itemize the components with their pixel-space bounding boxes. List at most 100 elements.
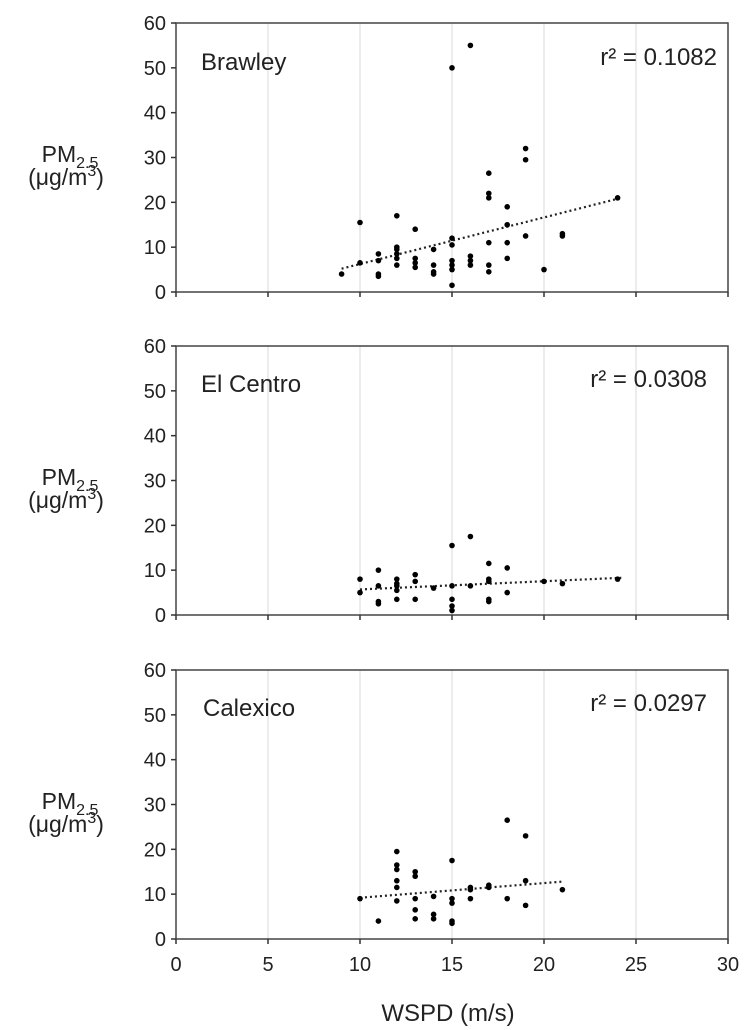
data-point xyxy=(449,583,455,589)
y-axis-label-main: PM2.5 xyxy=(42,464,99,495)
r-squared-label: r² = 0.1082 xyxy=(600,44,717,71)
data-point xyxy=(522,902,529,909)
data-point xyxy=(504,589,511,596)
data-point xyxy=(467,42,474,49)
y-tick-label: 30 xyxy=(144,148,166,170)
data-point xyxy=(357,895,363,902)
y-tick-label: 0 xyxy=(155,282,166,304)
data-point xyxy=(449,257,455,264)
y-tick-label: 20 xyxy=(144,839,166,861)
data-point xyxy=(449,262,455,268)
data-point xyxy=(430,262,437,268)
data-point xyxy=(412,226,419,233)
data-point xyxy=(449,857,455,864)
data-point xyxy=(394,251,400,257)
data-point xyxy=(486,269,492,275)
y-axis-label-main: PM2.5 xyxy=(42,788,99,819)
data-point xyxy=(412,596,419,603)
data-point xyxy=(559,886,566,893)
site-name: El Centro xyxy=(201,371,301,398)
data-point xyxy=(504,895,511,902)
data-point xyxy=(559,580,566,587)
data-point xyxy=(541,578,547,585)
data-point xyxy=(504,204,511,210)
data-point xyxy=(394,244,400,250)
x-tick-label: 30 xyxy=(717,954,739,976)
y-tick-label: 60 xyxy=(144,660,166,682)
data-point xyxy=(522,233,529,239)
data-point xyxy=(504,817,511,823)
x-tick-label: 20 xyxy=(533,954,555,976)
y-tick-label: 20 xyxy=(144,515,166,537)
data-point xyxy=(449,900,455,906)
data-point xyxy=(486,262,492,268)
data-point xyxy=(394,580,400,587)
y-tick-label: 10 xyxy=(144,237,166,259)
data-point xyxy=(375,251,382,257)
data-point xyxy=(357,260,363,266)
data-point xyxy=(467,583,474,589)
y-axis-label-pm: PM xyxy=(42,464,77,490)
data-point xyxy=(449,596,455,603)
y-axis-label-unit: (μg/m3) xyxy=(28,486,104,513)
data-point xyxy=(357,219,363,226)
panel-calexico: 0 10 20 30 40 50 60 0 5 10 15 20 25 30 WSPD (m/s) PM2.5… xyxy=(28,660,739,1027)
data-point xyxy=(504,255,511,262)
data-point xyxy=(412,578,419,585)
site-name: Brawley xyxy=(201,49,286,76)
y-tick-label: 60 xyxy=(144,336,166,358)
data-point xyxy=(430,893,437,900)
data-point xyxy=(504,239,511,246)
y-tick-label: 0 xyxy=(155,929,166,951)
y-tick-label: 30 xyxy=(144,471,166,493)
data-point xyxy=(412,873,419,880)
data-point xyxy=(430,916,437,922)
data-point xyxy=(614,195,621,201)
data-point xyxy=(430,269,437,275)
y-tick-label: 40 xyxy=(144,426,166,448)
x-tick-label: 15 xyxy=(441,954,463,976)
data-point xyxy=(430,246,437,253)
data-point xyxy=(449,603,455,609)
data-point xyxy=(412,868,419,875)
data-point xyxy=(394,576,400,582)
trendline xyxy=(359,576,622,591)
data-point xyxy=(467,253,474,259)
data-point xyxy=(486,560,492,567)
data-point xyxy=(394,862,400,868)
data-point xyxy=(522,156,529,163)
y-tick-label: 0 xyxy=(155,605,166,627)
data-point xyxy=(375,257,382,264)
data-point xyxy=(467,895,474,902)
data-point xyxy=(394,877,400,884)
y-axis-unit-superscript: 3 xyxy=(87,810,96,827)
data-point xyxy=(486,170,492,176)
data-point xyxy=(486,195,492,201)
data-point xyxy=(394,866,400,873)
data-point xyxy=(467,262,474,268)
y-tick-label: 50 xyxy=(144,58,166,80)
data-point xyxy=(504,221,511,228)
y-axis-label-subscript: 2.5 xyxy=(76,155,98,172)
y-tick-label: 40 xyxy=(144,750,166,772)
data-point xyxy=(394,884,400,891)
trendline xyxy=(341,196,622,270)
data-point xyxy=(412,907,419,913)
data-point xyxy=(394,262,400,268)
data-point xyxy=(375,598,382,605)
data-point xyxy=(394,212,400,219)
data-point xyxy=(449,282,455,289)
y-axis-label-main: PM2.5 xyxy=(42,141,99,172)
data-point xyxy=(486,576,492,582)
data-point xyxy=(394,587,400,594)
x-tick-label: 5 xyxy=(262,954,273,976)
data-point xyxy=(394,596,400,603)
x-tick-label: 0 xyxy=(170,954,181,976)
y-axis-label-subscript: 2.5 xyxy=(76,478,98,495)
data-point xyxy=(449,607,455,614)
data-point xyxy=(394,848,400,855)
y-axis-unit-superscript: 3 xyxy=(87,486,96,503)
data-point xyxy=(412,916,419,922)
data-point xyxy=(430,911,437,918)
data-point xyxy=(375,918,382,924)
